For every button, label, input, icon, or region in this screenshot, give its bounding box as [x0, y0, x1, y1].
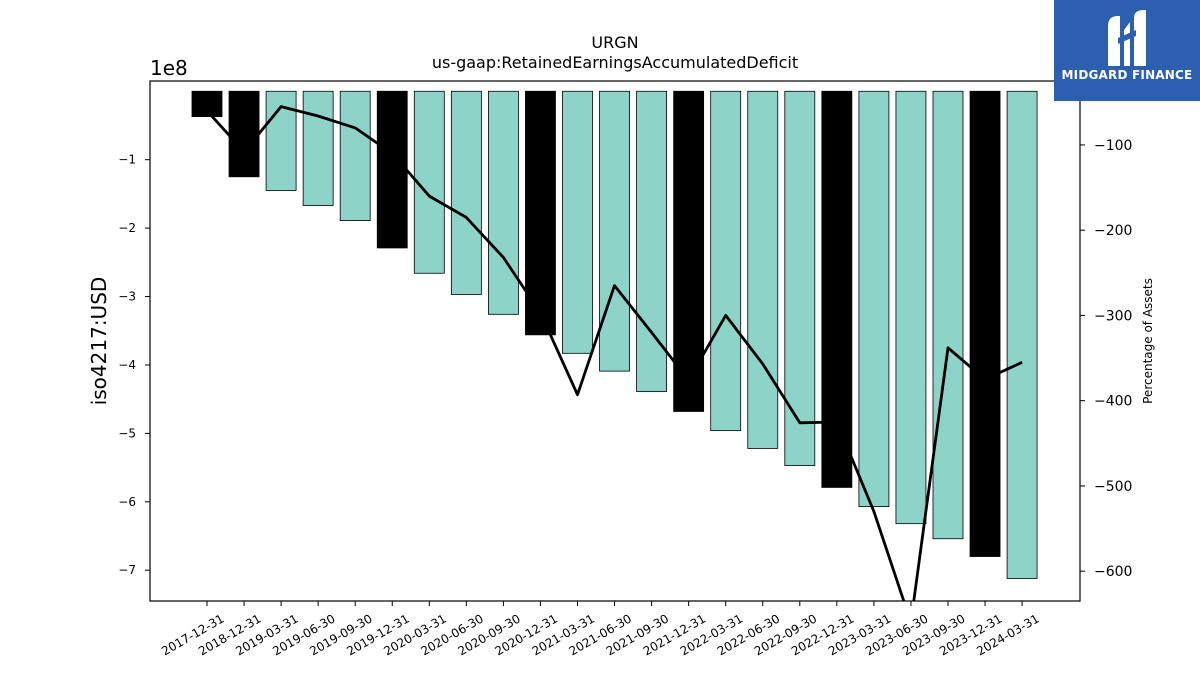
bar-2021-03-31 — [562, 90, 593, 354]
y-tick-label: −4 — [118, 358, 136, 372]
bar-2019-09-30 — [339, 90, 371, 221]
percentage-of-assets-line — [205, 105, 1023, 601]
y2-tick-label: −200 — [1094, 223, 1132, 239]
bar-2022-03-31 — [710, 90, 742, 432]
y-offset-label: 1e8 — [150, 56, 188, 80]
y2-tick-label: −600 — [1094, 564, 1132, 580]
y2-tick-label: −300 — [1094, 308, 1132, 324]
bar-2022-06-30 — [747, 90, 779, 449]
bar-2019-06-30 — [302, 90, 334, 206]
line-layer — [205, 105, 1023, 601]
y-tick-label: −5 — [118, 426, 136, 440]
y-tick-label: −2 — [118, 221, 136, 235]
y-tick-label: −7 — [118, 563, 136, 577]
chart-title: URGN — [591, 33, 638, 52]
bar-2024-03-31 — [1006, 90, 1038, 579]
brand-name: MIDGARD FINANCE — [1061, 68, 1193, 82]
bar-2021-06-30 — [599, 90, 630, 372]
y-tick-label: −1 — [118, 153, 136, 167]
y2-tick-label: −400 — [1094, 394, 1132, 410]
bar-2023-03-31 — [858, 90, 890, 507]
y2-tick-label: −500 — [1094, 479, 1132, 495]
y-axis-label: iso4217:USD — [87, 277, 111, 406]
bar-2023-09-30 — [932, 90, 964, 540]
bar-2018-12-31 — [228, 90, 260, 178]
bar-2023-06-30 — [895, 90, 927, 525]
bar-2021-09-30 — [636, 90, 667, 393]
bar-2022-12-31 — [821, 90, 853, 488]
bar-2022-09-30 — [784, 90, 816, 466]
bar-2019-12-31 — [376, 90, 408, 249]
bars-layer — [191, 90, 1038, 579]
y2-axis-label: Percentage of Assets — [1141, 278, 1155, 404]
bar-2023-12-31 — [969, 90, 1001, 557]
bar-2020-06-30 — [450, 90, 482, 295]
bar-2020-03-31 — [413, 90, 445, 274]
bar-2020-12-31 — [525, 90, 556, 336]
chart-subtitle: us-gaap:RetainedEarningsAccumulatedDefic… — [432, 53, 798, 72]
y-tick-label: −3 — [118, 290, 136, 304]
y-tick-label: −6 — [118, 495, 136, 509]
bar-2020-09-30 — [487, 90, 519, 315]
y2-tick-label: −100 — [1094, 138, 1132, 154]
logo-mark-icon — [1108, 10, 1146, 66]
bar-2021-12-31 — [673, 90, 705, 412]
brand-logo: MIDGARD FINANCE — [1054, 0, 1200, 101]
